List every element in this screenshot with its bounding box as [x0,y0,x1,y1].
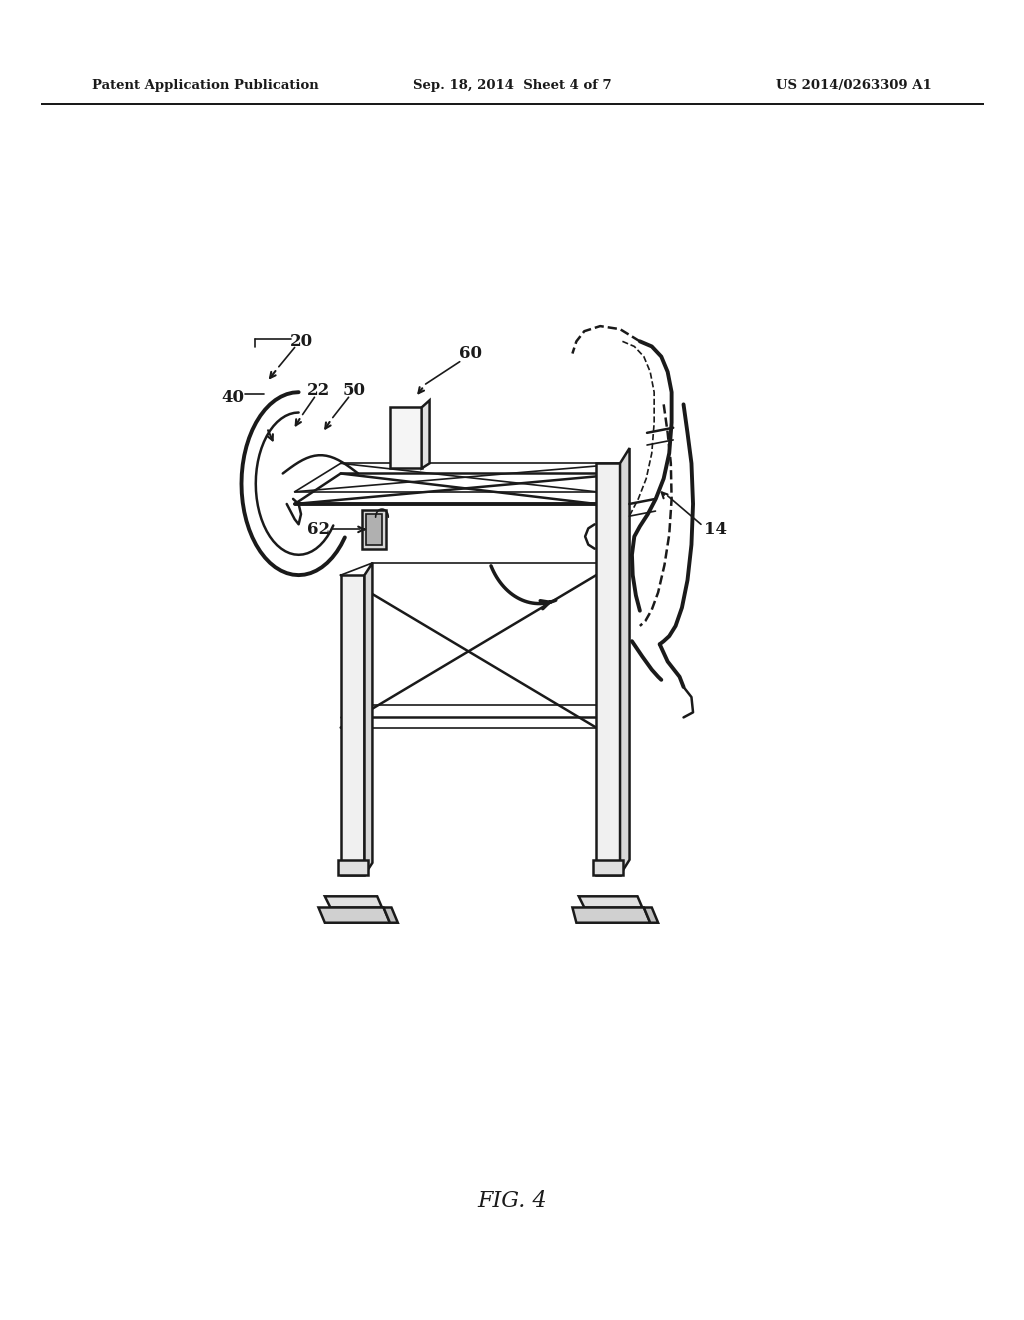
Polygon shape [596,463,620,875]
Polygon shape [365,562,373,875]
Text: 62: 62 [307,521,330,537]
Text: US 2014/0263309 A1: US 2014/0263309 A1 [776,79,932,91]
Polygon shape [579,896,642,907]
Text: 60: 60 [460,345,482,362]
Polygon shape [620,447,630,875]
Polygon shape [422,400,430,469]
Text: 22: 22 [307,381,330,399]
Text: 14: 14 [703,521,727,537]
Polygon shape [362,510,386,549]
Polygon shape [572,907,650,923]
Polygon shape [325,896,382,907]
Polygon shape [367,515,382,545]
Polygon shape [338,859,368,875]
Polygon shape [341,576,365,875]
Text: FIG. 4: FIG. 4 [477,1191,547,1212]
Polygon shape [318,907,390,923]
Text: 20: 20 [290,333,312,350]
Text: 50: 50 [343,381,366,399]
Polygon shape [644,907,658,923]
Text: Sep. 18, 2014  Sheet 4 of 7: Sep. 18, 2014 Sheet 4 of 7 [413,79,611,91]
Polygon shape [390,408,422,469]
Polygon shape [384,907,397,923]
Text: 40: 40 [221,389,245,405]
Text: Patent Application Publication: Patent Application Publication [92,79,318,91]
Polygon shape [593,859,624,875]
